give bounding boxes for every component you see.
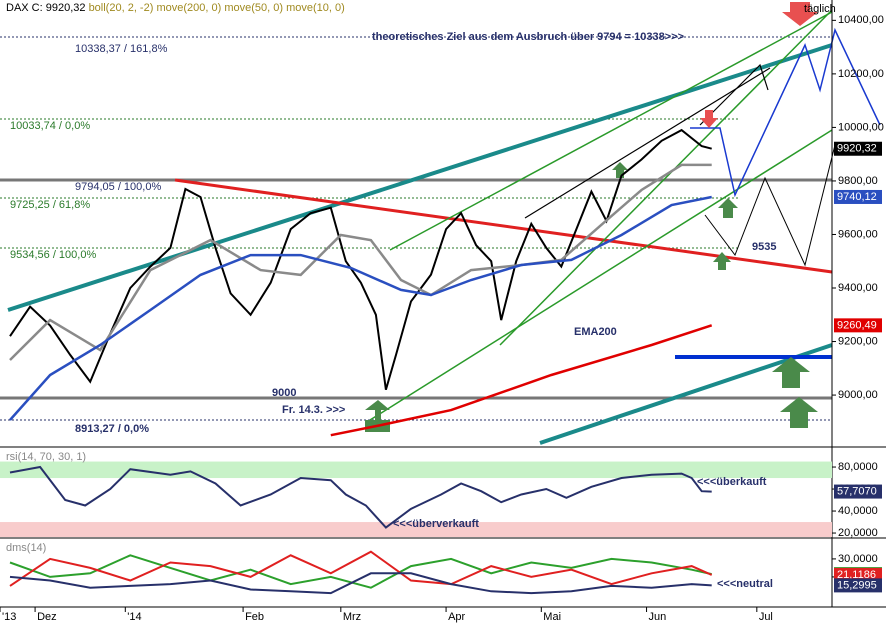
arrow — [713, 252, 731, 270]
series-line — [9, 554, 712, 589]
x-tick-label: '13 — [2, 611, 16, 623]
arrow — [780, 397, 818, 428]
y-tick-label: 80,0000 — [838, 461, 878, 473]
y-tick-label: 20,0000 — [838, 527, 878, 539]
channel-line — [499, 9, 833, 346]
projection — [704, 144, 836, 267]
series-line — [9, 128, 712, 390]
series-line — [330, 324, 713, 437]
annotation: Fr. 14.3. >>> — [282, 404, 345, 416]
y-tick-label: 9800,00 — [838, 175, 878, 187]
projection — [699, 63, 769, 126]
last-value-box — [834, 141, 882, 156]
x-tick-label: Dez — [37, 611, 57, 623]
legend-entry: move(200, 0) — [156, 2, 221, 14]
band — [0, 522, 832, 537]
x-tick-label: Apr — [448, 611, 465, 623]
trend-line — [7, 43, 833, 312]
last-value-label: 9260,49 — [837, 319, 877, 331]
legend-entry: boll(20, 2, -2) — [89, 2, 154, 14]
last-value-box — [834, 578, 882, 593]
y-tick-label: 10400,00 — [838, 14, 884, 26]
corner-label: täglich — [804, 3, 836, 15]
panel-title: rsi(14, 70, 30, 1) — [6, 451, 86, 463]
band — [0, 461, 832, 479]
arrow — [772, 357, 810, 388]
last-value-label: 9740,12 — [837, 191, 877, 203]
annotation: 10338,37 / 161,8% — [75, 43, 168, 55]
legend-entry: rsi(14, 70, 30, 1) — [6, 451, 86, 463]
annotation: 9794,05 / 100,0% — [75, 181, 161, 193]
annotation: theoretisches Ziel aus dem Ausbruch über… — [372, 31, 684, 43]
last-value-label: 9920,32 — [837, 143, 877, 155]
y-tick-label: 9000,00 — [838, 389, 878, 401]
panel-title: dms(14) — [6, 542, 46, 554]
last-value-label: 15,2995 — [837, 579, 877, 591]
panel-title: DAX C: 9920,32 boll(20, 2, -2) move(200,… — [6, 2, 345, 14]
series-line — [9, 465, 712, 529]
annotation: <<<neutral — [717, 578, 773, 590]
annotation: 9725,25 / 61,8% — [10, 199, 90, 211]
x-tick-label: '14 — [127, 611, 141, 623]
annotation: 9535 — [752, 241, 776, 253]
annotation: EMA200 — [574, 326, 617, 338]
y-tick-label: 30,0000 — [838, 553, 878, 565]
x-tick-label: Jul — [759, 611, 773, 623]
last-value-label: 21,1186 — [837, 569, 876, 581]
series-line — [9, 550, 713, 587]
annotation: 10033,74 / 0,0% — [10, 120, 90, 132]
y-tick-label: 9200,00 — [838, 335, 878, 347]
arrow — [782, 2, 818, 26]
x-tick-label: Mai — [543, 611, 561, 623]
annotation: <<<überkauft — [697, 476, 767, 488]
legend-entry: dms(14) — [6, 542, 46, 554]
last-value-box — [834, 318, 882, 333]
annotation: 9000 — [272, 387, 296, 399]
legend-entry: DAX C: 9920,32 — [6, 2, 86, 14]
series-line — [9, 195, 712, 421]
y-tick-label: 10200,00 — [838, 68, 884, 80]
drawings — [0, 0, 886, 608]
x-tick-label: Mrz — [343, 611, 361, 623]
annotation: 8913,27 / 0,0% — [75, 423, 149, 435]
trend-line — [539, 343, 833, 445]
series-line — [9, 163, 712, 361]
y-tick-label: 40,0000 — [838, 505, 878, 517]
annotation: <<<überverkauft — [393, 518, 479, 530]
x-tick-label: Jun — [649, 611, 667, 623]
legend-entry: move(50, 0) — [224, 2, 283, 14]
channel-line — [369, 129, 833, 421]
arrow — [700, 110, 718, 128]
last-value-box — [834, 484, 882, 499]
channel-line — [389, 11, 833, 251]
annotation: 9534,56 / 100,0% — [10, 249, 96, 261]
projection — [734, 44, 806, 196]
wedge-line — [524, 67, 771, 219]
last-value-label: 57,7070 — [837, 485, 877, 497]
arrow — [718, 198, 738, 218]
series-line — [9, 572, 712, 595]
last-value-box — [834, 189, 882, 204]
x-tick-label: Feb — [245, 611, 264, 623]
y-tick-label: 10000,00 — [838, 121, 884, 133]
y-tick-label: 9600,00 — [838, 228, 878, 240]
y-tick-label: 9400,00 — [838, 282, 878, 294]
legend-entry: move(10, 0) — [286, 2, 345, 14]
